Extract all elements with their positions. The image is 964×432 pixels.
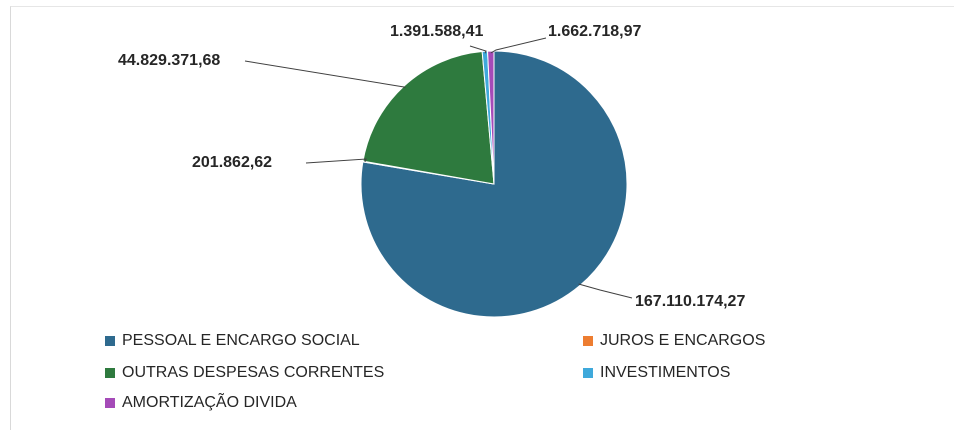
- data-label-outras: 44.829.371,68: [118, 52, 220, 69]
- data-label-juros: 201.862,62: [192, 154, 272, 171]
- data-label-pessoal: 167.110.174,27: [635, 293, 745, 310]
- leader-lines: [244, 37, 633, 299]
- leader-line-outras: [244, 60, 406, 89]
- pie-slices: [360, 50, 628, 318]
- leader-line-pessoal: [578, 283, 633, 299]
- leader-line-amortizacao: [490, 37, 547, 54]
- leader-line-investimentos: [469, 45, 487, 54]
- leader-line-juros: [305, 158, 367, 164]
- data-label-amortizacao: 1.662.718,97: [548, 23, 642, 40]
- chart-frame: [10, 6, 954, 430]
- data-label-investimentos: 1.391.588,41: [390, 23, 484, 40]
- pie-slice-outras: [362, 50, 495, 185]
